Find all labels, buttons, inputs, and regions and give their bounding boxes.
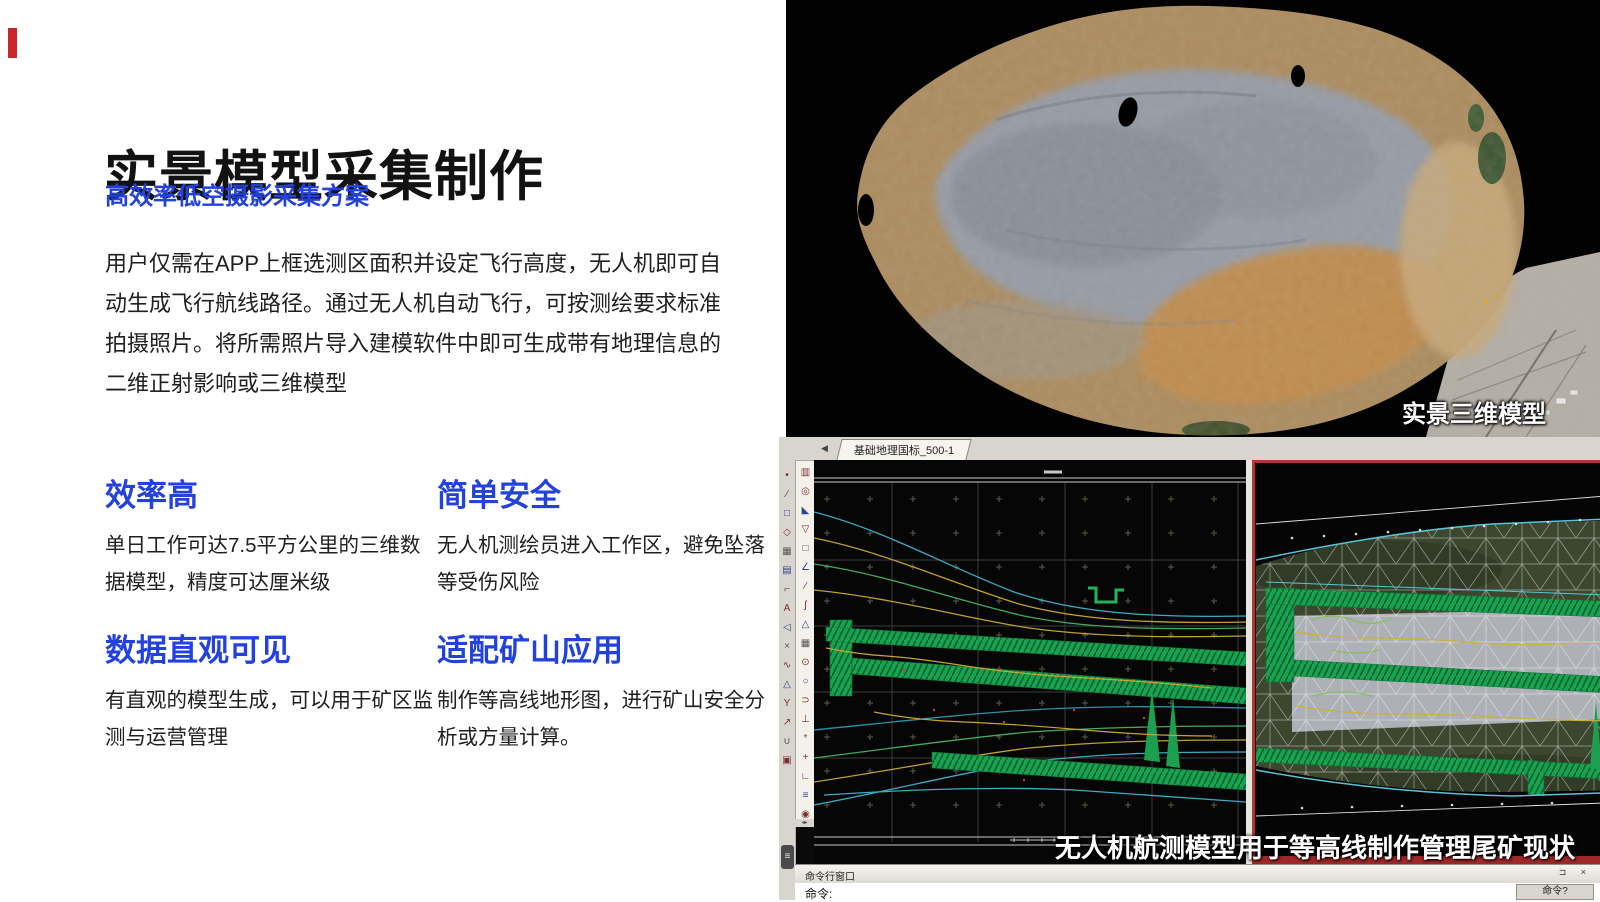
spline-icon[interactable]: ʃ <box>796 596 815 615</box>
cad-left-sidebar: •∕□◇▦▤⌐A◁×∿△Y↗∪▣ <box>779 460 796 900</box>
cad-caption: 无人机航测模型用于等高线制作管理尾矿现状 <box>1020 828 1600 865</box>
wedge-icon[interactable]: ◣ <box>796 501 815 520</box>
pen-icon[interactable]: ∕ <box>779 485 795 504</box>
hatch-icon[interactable]: ▦ <box>779 542 795 561</box>
segment-icon[interactable]: ∕ <box>796 577 815 596</box>
toolbar-scroll-icons[interactable]: ◂▸ <box>795 819 814 827</box>
mirror-icon[interactable]: ◁ <box>779 618 795 637</box>
hook-icon[interactable]: ∪ <box>779 732 795 751</box>
mine-3d-model-image <box>786 0 1600 437</box>
contour-viewport <box>814 460 1246 864</box>
cad-draw-toolbar: ▥◎◣▽□∠∕ʃ△▦⊙○⊃⊥*+∟≡◉ <box>795 460 816 820</box>
stamp-icon[interactable]: ▣ <box>779 751 795 770</box>
feature-card-safety: 简单安全 无人机测绘员进入工作区，避免坠落等受伤风险 <box>437 470 769 601</box>
sidebar-menu-icon[interactable]: ≡ <box>781 845 794 869</box>
circle-icon[interactable]: ○ <box>796 672 815 691</box>
cad-draw-toolbar-icons: ▥◎◣▽□∠∕ʃ△▦⊙○⊃⊥*+∟≡◉ <box>796 461 815 824</box>
arrow-icon[interactable]: ↗ <box>779 713 795 732</box>
tab-scroll-left-icon[interactable]: ◀ <box>821 441 828 455</box>
feature-title: 简单安全 <box>437 470 769 515</box>
slide-accent-bar <box>8 28 17 58</box>
lasso-icon[interactable]: ⊃ <box>796 691 815 710</box>
cad-drawing-area[interactable]: 无人机航测模型用于等高线制作管理尾矿现状 <box>814 460 1600 864</box>
cut-icon[interactable]: × <box>779 637 795 656</box>
grid-icon[interactable]: ▦ <box>796 634 815 653</box>
flag-icon[interactable]: ⌐ <box>779 580 795 599</box>
square-icon[interactable]: □ <box>796 539 815 558</box>
cad-tab-label: 基础地理国标_500-1 <box>854 442 954 458</box>
cad-tab-bar: ◀ 基础地理国标_500-1 <box>779 437 1600 461</box>
reality-model-photo: 实景三维模型 <box>786 0 1600 437</box>
angle-icon[interactable]: ∠ <box>796 558 815 577</box>
polygon-icon[interactable]: ◇ <box>779 523 795 542</box>
page-subtitle: 高效率低空摄影采集方案 <box>105 176 369 211</box>
level-icon[interactable]: ∟ <box>796 767 815 786</box>
cad-drawing-tab[interactable]: 基础地理国标_500-1 <box>836 439 972 460</box>
page-description: 用户仅需在APP上框选测区面积并设定飞行高度，无人机即可自动生成飞行航线路径。通… <box>105 244 733 404</box>
mesh-viewport <box>1252 460 1600 864</box>
feature-title: 数据直观可见 <box>105 625 437 670</box>
globe-icon[interactable]: ◎ <box>796 482 815 501</box>
rect-icon[interactable]: □ <box>779 504 795 523</box>
text-icon[interactable]: A <box>779 599 795 618</box>
feature-title: 效率高 <box>105 470 437 515</box>
table-icon[interactable]: ▤ <box>779 561 795 580</box>
feature-body: 制作等高线地形图，进行矿山安全分析或方量计算。 <box>437 682 769 756</box>
photo-label: 实景三维模型 <box>1402 394 1546 429</box>
feature-body: 有直观的模型生成，可以用于矿区监测与运营管理 <box>105 682 437 756</box>
curve-icon[interactable]: ∿ <box>779 656 795 675</box>
pin-and-close-icons[interactable]: ⊐ × <box>1559 867 1592 878</box>
command-hint-button[interactable]: 命令? <box>1516 884 1594 900</box>
stairs-icon[interactable]: ≡ <box>796 786 815 805</box>
mound-icon[interactable]: △ <box>779 675 795 694</box>
perp-icon[interactable]: ⊥ <box>796 710 815 729</box>
target-icon[interactable]: ⊙ <box>796 653 815 672</box>
cone-icon[interactable]: ▽ <box>796 520 815 539</box>
net-icon[interactable]: △ <box>796 615 815 634</box>
feature-body: 无人机测绘员进入工作区，避免坠落等受伤风险 <box>437 527 769 601</box>
command-input-row[interactable]: 命令: 命令? <box>795 883 1600 900</box>
cad-window: ◀ 基础地理国标_500-1 •∕□◇▦▤⌐A◁×∿△Y↗∪▣ ≡ ▥◎◣▽□∠… <box>779 437 1600 900</box>
command-prompt: 命令: <box>805 885 832 902</box>
command-window-title: 命令行窗口 <box>805 868 855 883</box>
point-icon[interactable]: • <box>779 466 795 485</box>
cad-sidebar-toolbar: •∕□◇▦▤⌐A◁×∿△Y↗∪▣ <box>779 460 795 770</box>
star-icon[interactable]: * <box>796 729 815 748</box>
fork-icon[interactable]: Y <box>779 694 795 713</box>
feature-card-visual-data: 数据直观可见 有直观的模型生成，可以用于矿区监测与运营管理 <box>105 625 437 756</box>
book-icon[interactable]: ▥ <box>796 463 815 482</box>
plus-icon[interactable]: + <box>796 748 815 767</box>
feature-title: 适配矿山应用 <box>437 625 769 670</box>
command-window-bar[interactable]: 命令行窗口 ⊐ × <box>795 864 1600 885</box>
feature-card-mining: 适配矿山应用 制作等高线地形图，进行矿山安全分析或方量计算。 <box>437 625 769 756</box>
feature-card-efficiency: 效率高 单日工作可达7.5平方公里的三维数据模型，精度可达厘米级 <box>105 470 437 601</box>
feature-body: 单日工作可达7.5平方公里的三维数据模型，精度可达厘米级 <box>105 527 437 601</box>
